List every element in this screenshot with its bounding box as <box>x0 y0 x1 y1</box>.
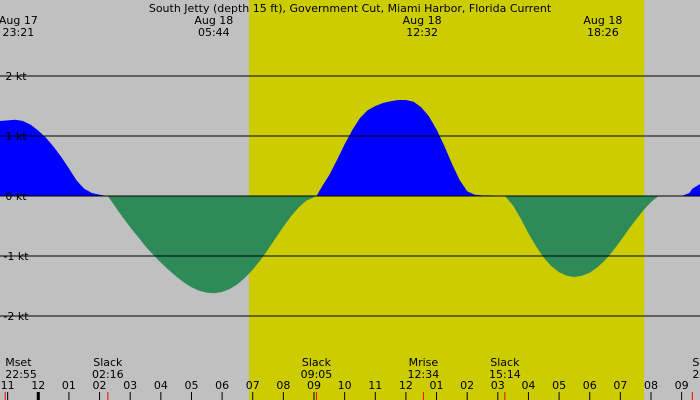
hour-tick-label: 11 <box>368 379 382 392</box>
hour-tick-label: 04 <box>521 379 535 392</box>
hour-tick-label: 02 <box>93 379 107 392</box>
hour-tick-label: 07 <box>246 379 260 392</box>
hour-tick-label: 03 <box>123 379 137 392</box>
y-tick-label: 2 kt <box>5 70 27 83</box>
hour-tick-label: 06 <box>583 379 597 392</box>
event-label: Slack21:21 <box>691 356 700 400</box>
hour-tick-label: 07 <box>613 379 627 392</box>
event-name: Slack <box>93 356 123 369</box>
hour-axis: 11 12 01 02 03 04 05 06 07 08 09 10 11 12 01 02 03 04 05 06… <box>1 379 689 400</box>
header-time: 23:21 <box>3 26 35 39</box>
header-date: Aug 18 <box>583 14 622 27</box>
y-tick-label: -2 kt <box>3 310 29 323</box>
current-area-layer <box>0 100 700 294</box>
header-time: 12:32 <box>406 26 438 39</box>
header-date: Aug 18 <box>194 14 233 27</box>
hour-tick-label: 05 <box>184 379 198 392</box>
hour-tick-label: 04 <box>154 379 168 392</box>
hour-tick-label: 10 <box>338 379 352 392</box>
y-tick-label: 0 kt <box>5 190 27 203</box>
hour-tick-label: 01 <box>430 379 444 392</box>
event-time: 12:34 <box>408 368 440 381</box>
hour-tick-label: 05 <box>552 379 566 392</box>
event-name: Mrise <box>409 356 439 369</box>
event-name: Slack <box>490 356 520 369</box>
grid-layer: 2 kt 1 kt 0 kt -1 kt -2 kt <box>0 70 700 323</box>
y-tick-label: 1 kt <box>5 130 27 143</box>
event-name: Mset <box>5 356 32 369</box>
chart-title: South Jetty (depth 15 ft), Government Cu… <box>149 2 552 15</box>
header-date: Aug 17 <box>0 14 38 27</box>
hour-tick-label: 06 <box>215 379 229 392</box>
event-name: Slack <box>692 356 700 369</box>
event-time: 02:16 <box>92 368 124 381</box>
header-date: Aug 18 <box>403 14 442 27</box>
hour-tick-label: 08 <box>644 379 658 392</box>
hour-tick-label: 12 <box>31 379 45 392</box>
hour-tick-label: 11 <box>1 379 15 392</box>
flood-current-area <box>0 100 700 196</box>
ebb-current-area <box>0 196 700 294</box>
header-time: 18:26 <box>587 26 619 39</box>
hour-tick-label: 02 <box>460 379 474 392</box>
header-time: 05:44 <box>198 26 230 39</box>
event-time: 21:21 <box>692 368 700 381</box>
event-labels: Mset22:55Slack02:16Slack09:05Mrise12:34S… <box>4 356 700 400</box>
hour-tick-label: 09 <box>675 379 689 392</box>
y-tick-label: -1 kt <box>3 250 29 263</box>
hour-tick-label: 03 <box>491 379 505 392</box>
hour-tick-label: 12 <box>399 379 413 392</box>
hour-tick-label: 01 <box>62 379 76 392</box>
event-time: 15:14 <box>489 368 521 381</box>
hour-tick-label: 09 <box>307 379 321 392</box>
event-time: 22:55 <box>5 368 37 381</box>
event-name: Slack <box>302 356 332 369</box>
hour-tick-label: 08 <box>276 379 290 392</box>
event-time: 09:05 <box>301 368 333 381</box>
